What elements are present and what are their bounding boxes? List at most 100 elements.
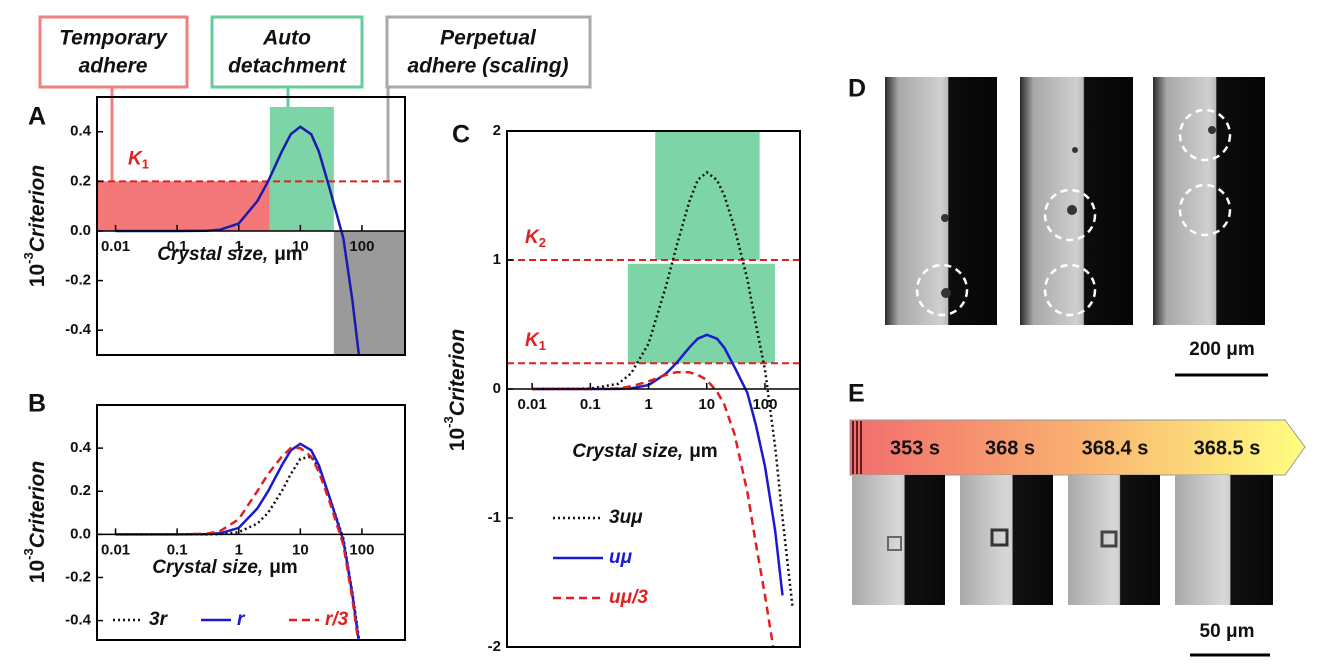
- x-label-text: Crystal size,: [157, 244, 268, 265]
- y-tick-label: 0.4: [70, 123, 92, 140]
- y-tick-label: -0.2: [65, 272, 91, 289]
- region: [655, 131, 760, 260]
- panel-label: E: [848, 380, 865, 408]
- legend-label: 3uμ: [609, 507, 643, 528]
- y-label-base: 10: [446, 428, 469, 451]
- plot-area: [507, 131, 800, 647]
- micrograph: [1068, 475, 1160, 605]
- y-tick-label: -1: [488, 509, 501, 526]
- y-tick-label: 1: [493, 251, 501, 268]
- curve: [532, 333, 784, 596]
- panel-label: C: [452, 121, 470, 149]
- y-label-text: Criterion: [446, 329, 469, 417]
- x-tick-label: 1: [235, 238, 243, 255]
- chart-0: K10.40.20.0-0.2-0.40.01 0.1 1 10 100Crystal …: [21, 96, 406, 356]
- curve: [115, 125, 361, 355]
- x-label-unit: μm: [274, 244, 303, 265]
- x-tick-label: 0.1: [167, 238, 188, 255]
- y-tick-label: 2: [493, 122, 501, 139]
- panel-label: A: [28, 103, 46, 131]
- plot-frame: [96, 96, 406, 356]
- time-label: 368.5 s: [1194, 437, 1261, 459]
- time-label: 353 s: [890, 437, 940, 459]
- ref-label-text: K: [525, 227, 540, 248]
- y-tick-label: 0: [493, 380, 501, 397]
- x-label-unit: μm: [269, 557, 298, 578]
- panel-label: D: [848, 75, 866, 103]
- crystals: [887, 528, 1118, 551]
- y-label-text: Criterion: [26, 461, 49, 549]
- callout-text: Perpetual: [440, 27, 537, 50]
- y-axis-label: 10-3Criterion: [21, 461, 48, 583]
- callout-text: adhere: [79, 55, 148, 78]
- y-tick-label: -0.4: [65, 612, 92, 629]
- micrograph: [852, 475, 945, 605]
- y-label-base: 10: [26, 264, 49, 287]
- micrograph: [885, 77, 997, 325]
- region: [627, 263, 775, 364]
- x-tick-label: 10: [698, 396, 715, 413]
- callout-text: Auto: [262, 27, 311, 50]
- panel-e: E 353 s 368 s 368.4 s 368.5 s 50 μm: [848, 380, 1306, 657]
- legend-label: uμ: [609, 547, 633, 568]
- callout-text: adhere (scaling): [407, 55, 568, 78]
- x-axis-label: Crystal size, μm: [157, 244, 302, 265]
- crystals: [941, 126, 1216, 298]
- y-label-text: Criterion: [26, 165, 49, 253]
- plot-area: [97, 106, 405, 355]
- callout-box: [38, 15, 189, 89]
- legend-label: r/3: [325, 609, 349, 630]
- scale-label: 200 μm: [1189, 339, 1255, 360]
- highlight-circles: [915, 108, 1232, 317]
- curve: [532, 370, 775, 647]
- reference-label: K2: [525, 227, 546, 250]
- x-tick-label: 100: [349, 541, 374, 558]
- micrograph: [1175, 475, 1273, 605]
- y-label-exp: -3: [21, 548, 36, 560]
- ref-label-sub: 2: [539, 235, 546, 250]
- y-axis-label: 10-3Criterion: [21, 165, 48, 287]
- y-tick-label: 0.0: [70, 525, 91, 542]
- callout-text: Temporary: [59, 27, 168, 50]
- panel-label: B: [28, 390, 46, 418]
- reference-label: K1: [128, 148, 149, 171]
- chart-1: 3r r r/3 0.4 0.2 0.0 -0.2 -0.4 0.01 0.1 1 10 100 Crys…: [21, 390, 406, 641]
- ref-label-sub: 1: [539, 339, 546, 354]
- callouts: Temporary adhere Auto detachment Perpetu…: [38, 15, 592, 181]
- y-axis-label: 10-3Criterion: [441, 329, 468, 451]
- x-label-text: Crystal size,: [572, 441, 683, 462]
- plot-frame: [96, 404, 406, 641]
- y-tick-label: 0.2: [70, 172, 91, 189]
- time-arrow: [849, 419, 1306, 476]
- y-tick-label: 0.2: [70, 482, 91, 499]
- ref-label-text: K: [128, 148, 143, 169]
- x-label-unit: μm: [689, 441, 718, 462]
- x-tick-label: 0.1: [580, 396, 601, 413]
- legend-label: r: [237, 609, 246, 630]
- x-tick-label: 0.01: [518, 396, 547, 413]
- x-tick-label: 100: [349, 238, 374, 255]
- callout-text: detachment: [228, 55, 347, 78]
- panel-d: D 200 μm: [848, 75, 1268, 377]
- callout-box: [385, 15, 592, 89]
- x-axis-label: Crystal size, μm: [572, 441, 717, 462]
- legend-label: 3r: [149, 609, 169, 630]
- arrow-stripes: [852, 421, 862, 474]
- y-tick-label: 0.4: [70, 439, 92, 456]
- x-axis-label: Crystal size, μm: [152, 557, 297, 578]
- x-tick-label: 0.01: [101, 541, 130, 558]
- legend-label: uμ/3: [609, 587, 648, 608]
- x-tick-label: 10: [292, 238, 309, 255]
- micrograph: [1153, 77, 1265, 325]
- x-tick-label: 1: [235, 541, 243, 558]
- y-label-base: 10: [26, 560, 49, 583]
- ref-label-text: K: [525, 330, 540, 351]
- curve: [532, 170, 794, 609]
- region: [97, 181, 270, 231]
- scale-label: 50 μm: [1200, 621, 1255, 642]
- reference-label: K1: [525, 330, 546, 353]
- curve: [115, 446, 360, 640]
- x-label-text: Crystal size,: [152, 557, 263, 578]
